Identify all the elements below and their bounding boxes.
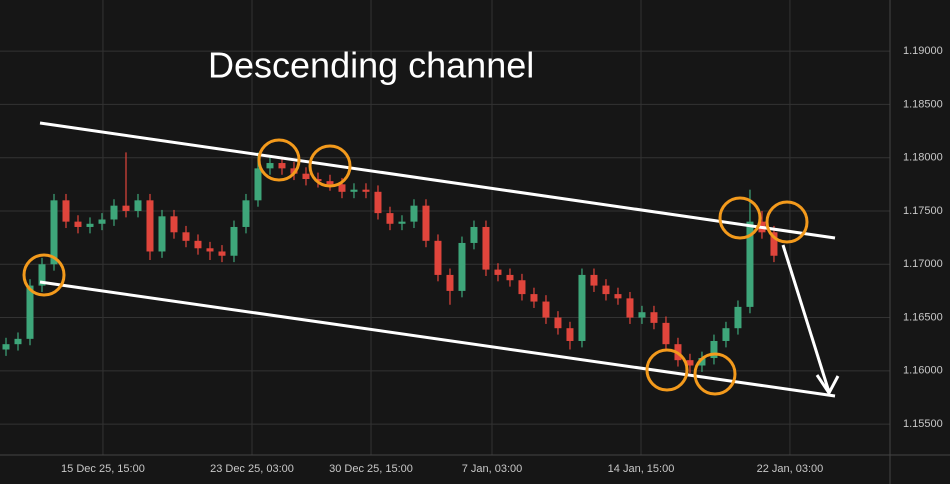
arrow-shaft (781, 244, 831, 393)
candle-body (710, 340, 718, 359)
candle-body (746, 221, 754, 307)
candle-body (554, 317, 562, 329)
candle-body (662, 322, 670, 345)
candle-body (434, 240, 442, 275)
touch-circle (693, 352, 737, 396)
arrow-head (815, 374, 840, 396)
candle-body (254, 168, 262, 201)
touch-circle (22, 253, 66, 297)
touch-circle (718, 196, 762, 240)
candle-body (122, 205, 130, 211)
candle-body (602, 285, 610, 295)
y-tick-label: 1.16500 (903, 311, 943, 323)
candle-body (230, 226, 238, 256)
candle-body (206, 248, 214, 252)
candle-body (218, 251, 226, 256)
candle-body (458, 242, 466, 291)
touch-circle (257, 138, 301, 182)
candle-body (446, 274, 454, 291)
axes: 1.15500 1.16000 1.16500 1.17000 1.17500 1.180… (61, 45, 943, 475)
y-tick-label: 1.18000 (903, 152, 943, 164)
grid (0, 0, 890, 455)
candle-body (482, 226, 490, 270)
candle-body (698, 358, 706, 366)
candle-body (362, 189, 370, 192)
touch-circles (22, 138, 809, 396)
x-tick-label: 14 Jan, 15:00 (608, 463, 675, 475)
candle-body (386, 213, 394, 224)
candle-body (350, 189, 358, 192)
candle-body (98, 219, 106, 224)
x-tick-label: 23 Dec 25, 03:00 (210, 463, 294, 475)
candle-body (470, 226, 478, 243)
candle-body (302, 173, 310, 180)
candle-body (566, 328, 574, 341)
candle-body (110, 205, 118, 220)
candle-body (578, 274, 586, 341)
candle-body (530, 294, 538, 302)
y-tick-label: 1.17500 (903, 205, 943, 217)
candle-body (506, 274, 514, 281)
x-tick-label: 7 Jan, 03:00 (462, 463, 523, 475)
candle-body (338, 184, 346, 192)
candles (2, 152, 778, 373)
candle-body (494, 269, 502, 275)
candle-body (38, 264, 46, 286)
y-tick-label: 1.15500 (903, 418, 943, 430)
candle-body (170, 216, 178, 233)
candle-body (86, 223, 94, 227)
candle-body (278, 163, 286, 169)
candle-body (398, 221, 406, 224)
upper-channel-line (39, 121, 836, 240)
x-tick-label: 30 Dec 25, 15:00 (329, 463, 413, 475)
candle-body (626, 298, 634, 318)
candle-body (374, 191, 382, 214)
candle-body (722, 328, 730, 341)
candle-body (74, 221, 82, 227)
candle-body (638, 312, 646, 318)
candle-body (2, 344, 10, 350)
candle-body (770, 232, 778, 256)
candle-body (326, 181, 334, 185)
candle-body (542, 301, 550, 318)
channel (39, 121, 840, 398)
candle-body (650, 312, 658, 323)
touch-circle (765, 200, 809, 244)
x-tick-label: 22 Jan, 03:00 (757, 463, 824, 475)
candle-body (134, 200, 142, 211)
y-tick-label: 1.16000 (903, 365, 943, 377)
candle-body (62, 200, 70, 222)
lower-channel-line (39, 280, 836, 398)
touch-circle (308, 144, 352, 188)
y-tick-label: 1.19000 (903, 45, 943, 57)
candle-body (614, 294, 622, 299)
x-tick-label: 15 Dec 25, 15:00 (61, 463, 145, 475)
touch-circle (645, 348, 689, 392)
candle-body (182, 232, 190, 241)
candle-body (242, 200, 250, 227)
y-tick-label: 1.18500 (903, 98, 943, 110)
candle-body (734, 306, 742, 329)
candle-body (158, 216, 166, 252)
candle-body (14, 338, 22, 345)
chart-title: Descending channel (208, 45, 534, 86)
candle-body (266, 163, 274, 169)
candle-body (518, 280, 526, 295)
candle-body (590, 274, 598, 286)
candle-body (422, 205, 430, 241)
candle-body (26, 285, 34, 339)
candle-body (194, 240, 202, 249)
candle-body (146, 200, 154, 252)
y-tick-label: 1.17000 (903, 258, 943, 270)
candle-body (410, 205, 418, 222)
candle-body (686, 360, 694, 366)
candle-body (50, 200, 58, 265)
